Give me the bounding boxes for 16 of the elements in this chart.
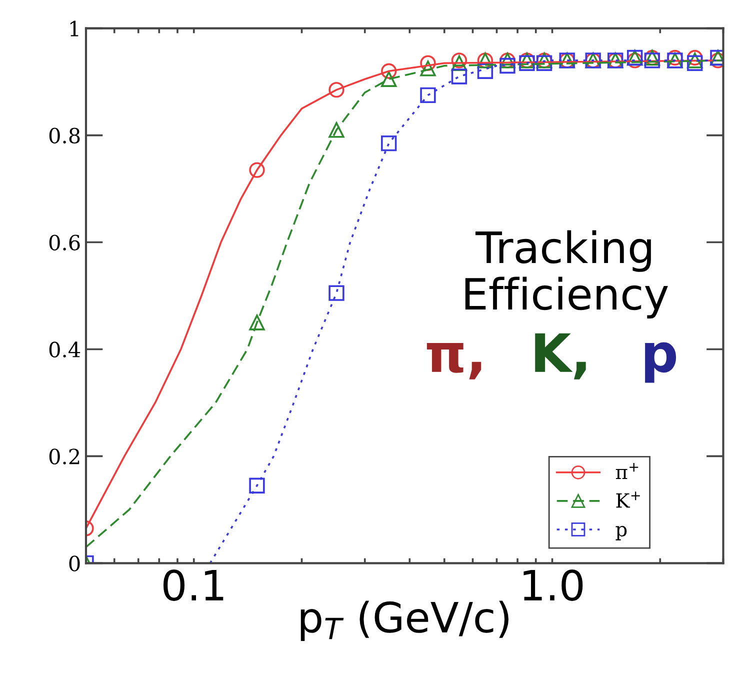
x-axis-title: p$_{T}$ (GeV/c) — [300, 600, 508, 641]
y-tick-label: 0.2 — [49, 448, 80, 464]
x-tick-label: 0.1 — [163, 569, 224, 601]
annotation: K, — [535, 333, 586, 380]
x-tick-label: 1.0 — [524, 569, 583, 601]
y-tick-label: 0.6 — [49, 234, 80, 250]
legend-label: π$^{+}$ — [616, 463, 638, 480]
legend-label: K$^{+}$ — [616, 492, 640, 508]
y-tick-label: 0 — [69, 556, 80, 572]
annotation: π, — [426, 342, 482, 380]
y-tick-label: 0.4 — [49, 342, 80, 358]
annotation: Tracking Efficiency — [465, 230, 668, 318]
annotation: p — [645, 342, 676, 383]
y-tick-label: 1 — [70, 20, 78, 36]
legend-label: p — [616, 526, 627, 540]
y-tick-label: 0.8 — [49, 128, 80, 144]
